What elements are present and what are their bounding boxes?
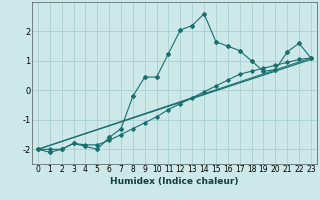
X-axis label: Humidex (Indice chaleur): Humidex (Indice chaleur) [110, 177, 239, 186]
